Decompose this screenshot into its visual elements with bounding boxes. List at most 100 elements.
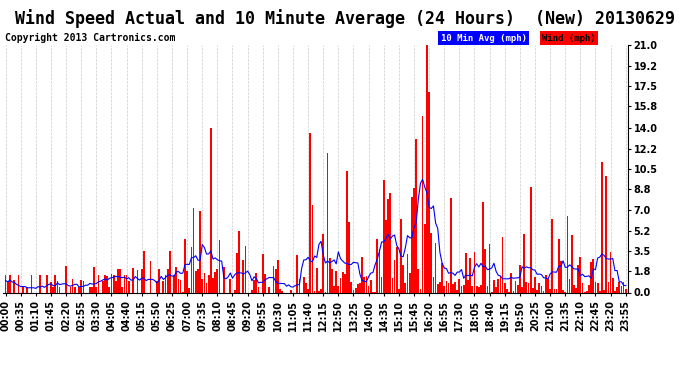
Bar bbox=[186, 271, 188, 292]
Bar bbox=[312, 205, 313, 292]
Bar bbox=[408, 273, 411, 292]
Bar bbox=[612, 278, 613, 292]
Bar bbox=[50, 282, 52, 292]
Bar bbox=[411, 197, 413, 292]
Bar bbox=[387, 199, 389, 292]
Bar bbox=[184, 239, 186, 292]
Bar bbox=[150, 261, 151, 292]
Bar bbox=[322, 234, 324, 292]
Bar bbox=[66, 266, 67, 292]
Bar bbox=[197, 269, 199, 292]
Bar bbox=[326, 153, 328, 292]
Bar bbox=[521, 287, 523, 292]
Bar bbox=[420, 289, 422, 292]
Bar bbox=[253, 280, 255, 292]
Bar bbox=[469, 258, 471, 292]
Bar bbox=[364, 277, 365, 292]
Bar bbox=[126, 275, 128, 292]
Bar bbox=[614, 291, 615, 292]
Bar bbox=[244, 246, 246, 292]
Bar bbox=[495, 287, 497, 292]
Bar bbox=[540, 286, 542, 292]
Bar bbox=[545, 275, 546, 292]
Bar bbox=[230, 279, 231, 292]
Bar bbox=[532, 288, 533, 292]
Bar bbox=[9, 275, 11, 292]
Bar bbox=[415, 139, 417, 292]
Bar bbox=[566, 216, 569, 292]
Bar bbox=[456, 290, 458, 292]
Bar bbox=[124, 274, 126, 292]
Bar bbox=[389, 193, 391, 292]
Bar bbox=[344, 274, 346, 292]
Bar bbox=[162, 281, 164, 292]
Bar bbox=[465, 253, 466, 292]
Bar bbox=[108, 286, 110, 292]
Bar bbox=[578, 264, 579, 292]
Bar bbox=[208, 275, 210, 292]
Bar bbox=[597, 282, 598, 292]
Bar bbox=[605, 176, 607, 292]
Bar bbox=[282, 291, 283, 292]
Bar bbox=[39, 275, 41, 292]
Bar bbox=[290, 290, 292, 292]
Bar bbox=[426, 45, 428, 292]
Bar bbox=[337, 286, 339, 292]
Bar bbox=[357, 284, 359, 292]
Bar bbox=[251, 291, 253, 292]
Bar bbox=[555, 289, 558, 292]
Bar bbox=[7, 281, 9, 292]
Bar bbox=[199, 211, 201, 292]
Bar bbox=[318, 291, 319, 292]
Bar bbox=[504, 283, 506, 292]
Bar bbox=[461, 286, 462, 292]
Bar bbox=[201, 279, 203, 292]
Bar bbox=[18, 275, 19, 292]
Bar bbox=[433, 277, 434, 292]
Bar bbox=[52, 286, 54, 292]
Bar bbox=[26, 286, 28, 292]
Bar bbox=[458, 279, 460, 292]
Bar bbox=[603, 290, 605, 292]
Bar bbox=[463, 285, 464, 292]
Bar bbox=[586, 291, 588, 292]
Bar bbox=[573, 285, 575, 292]
Bar bbox=[610, 252, 611, 292]
Bar bbox=[558, 239, 560, 292]
Bar bbox=[206, 283, 208, 292]
Bar bbox=[339, 278, 342, 292]
Bar bbox=[362, 257, 363, 292]
Bar bbox=[528, 283, 529, 292]
Bar bbox=[569, 279, 571, 292]
Bar bbox=[195, 271, 197, 292]
Bar bbox=[5, 275, 6, 292]
Bar bbox=[406, 254, 408, 292]
Bar bbox=[376, 239, 378, 292]
Bar bbox=[381, 277, 382, 292]
Bar bbox=[277, 260, 279, 292]
Bar bbox=[22, 286, 23, 292]
Bar bbox=[177, 279, 179, 292]
Bar bbox=[355, 288, 357, 292]
Bar bbox=[351, 282, 352, 292]
Bar bbox=[526, 282, 527, 292]
Bar bbox=[141, 269, 143, 292]
Bar bbox=[30, 275, 32, 292]
Bar bbox=[121, 286, 123, 292]
Bar bbox=[413, 188, 415, 292]
Bar bbox=[137, 270, 138, 292]
Bar bbox=[441, 263, 443, 292]
Bar bbox=[437, 284, 439, 292]
Bar bbox=[57, 281, 59, 292]
Bar bbox=[489, 244, 491, 292]
Bar bbox=[484, 249, 486, 292]
Bar bbox=[366, 276, 367, 292]
Bar bbox=[476, 286, 477, 292]
Bar bbox=[553, 289, 555, 292]
Bar bbox=[506, 289, 508, 292]
Text: Wind (mph): Wind (mph) bbox=[542, 33, 595, 42]
Bar bbox=[188, 288, 190, 292]
Bar bbox=[523, 234, 525, 292]
Bar bbox=[238, 231, 240, 292]
Bar bbox=[473, 252, 475, 292]
